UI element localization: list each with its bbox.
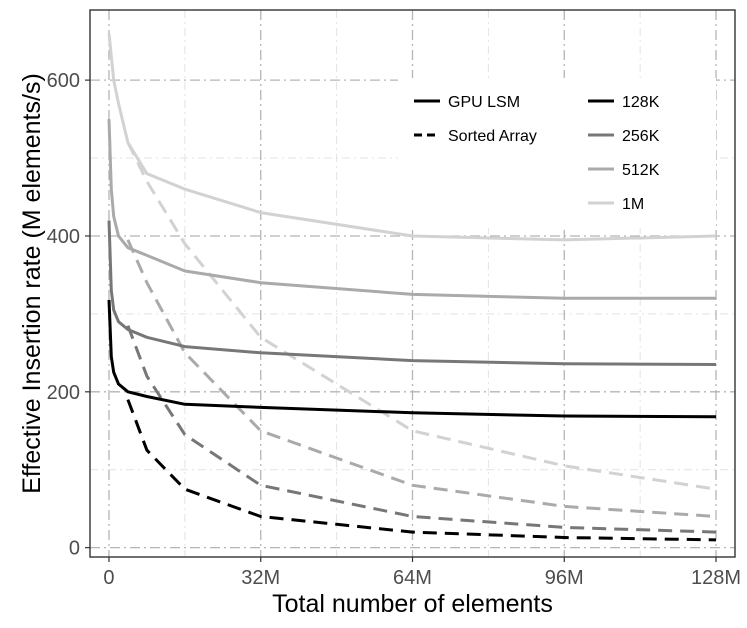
legend-label: 128K [622,94,660,111]
legend: GPU LSM Sorted Array 128K 256K 512K 1M [398,78,716,228]
axis-layer: 0 32M 64M 96M 128M 0 200 400 600 [47,70,741,589]
legend-box [398,78,716,228]
legend-label: 256K [622,128,660,145]
series-line-gpu-lsm-512k [107,119,716,300]
x-tick-label: 96M [545,567,584,589]
legend-label: GPU LSM [448,94,520,111]
y-tick-label: 200 [47,382,80,404]
series-line-gpu-lsm-1m [107,33,717,242]
x-tick-label: 128M [691,567,741,589]
series-line-sorted-array-128k [126,399,717,542]
series-line-sorted-array-512k [126,239,717,518]
series-line-gpu-lsm-128k [107,299,717,419]
legend-label: 512K [622,162,660,179]
series-layer [107,33,717,542]
legend-label: 1M [622,196,644,213]
y-tick-label: 600 [47,70,80,92]
series-line-gpu-lsm-256k [107,220,717,366]
y-tick-label: 0 [69,538,80,560]
y-tick-label: 400 [47,226,80,248]
legend-label: Sorted Array [448,128,537,145]
x-tick-label: 0 [103,567,114,589]
x-tick-label: 32M [241,567,280,589]
y-axis-title: Effective Insertion rate (M elements/s) [18,73,46,494]
x-tick-label: 64M [393,567,432,589]
x-axis-title: Total number of elements [272,590,553,618]
series-line-sorted-array-256k [126,325,717,534]
